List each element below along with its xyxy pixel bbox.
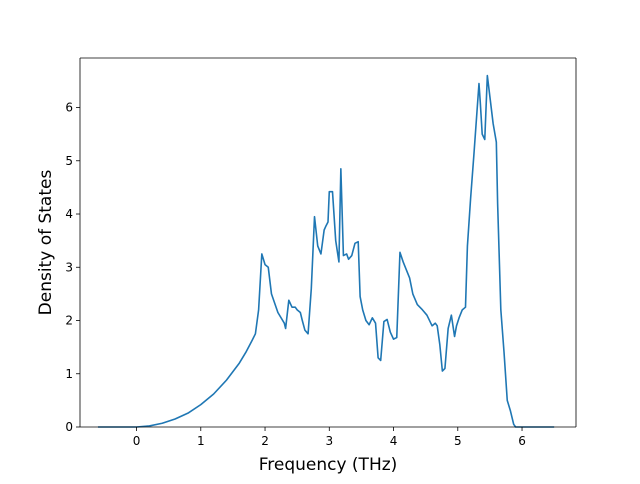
y-tick-label: 1 <box>65 367 73 381</box>
x-ticks: 0 1 2 3 4 5 6 <box>133 427 526 448</box>
y-tick-label: 0 <box>65 420 73 434</box>
y-tick-label: 5 <box>65 154 73 168</box>
x-tick-label: 1 <box>197 434 205 448</box>
x-axis-label: Frequency (THz) <box>259 455 398 475</box>
series-layer <box>97 74 555 428</box>
x-tick-label: 2 <box>261 434 269 448</box>
plot-area <box>80 58 576 427</box>
y-tick-label: 6 <box>65 101 73 115</box>
y-tick-label: 4 <box>65 207 73 221</box>
y-axis-label: Density of States <box>36 170 56 316</box>
x-tick-label: 4 <box>390 434 398 448</box>
y-tick-label: 2 <box>65 314 73 328</box>
series-line-0 <box>97 74 555 428</box>
x-tick-label: 6 <box>518 434 526 448</box>
y-ticks: 0 1 2 3 4 5 6 <box>65 101 80 434</box>
x-tick-label: 5 <box>454 434 462 448</box>
y-tick-label: 3 <box>65 260 73 274</box>
axes-frame <box>79 57 577 428</box>
x-tick-label: 3 <box>325 434 333 448</box>
x-tick-label: 0 <box>133 434 141 448</box>
